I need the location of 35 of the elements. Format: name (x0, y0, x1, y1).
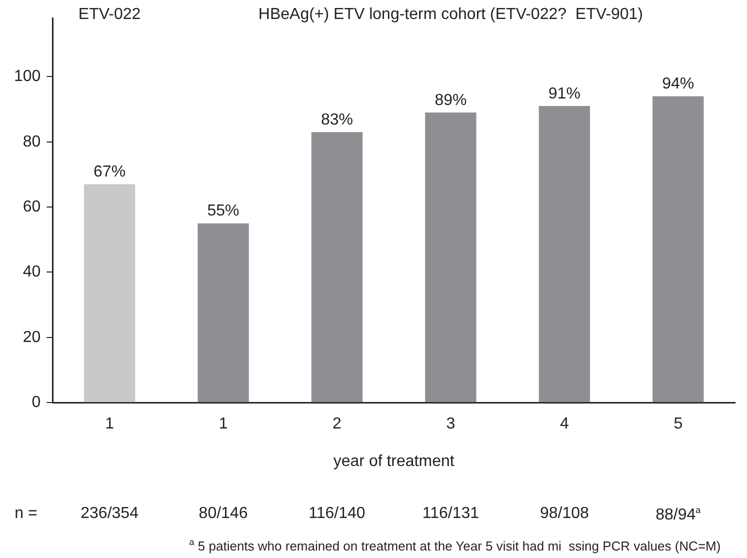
data-label: 55% (207, 202, 240, 220)
bar (425, 112, 476, 402)
text: 236/354 (80, 505, 138, 523)
x-tick-label: 4 (560, 416, 569, 433)
x-tick-label: 1 (105, 416, 114, 433)
bar (198, 223, 249, 402)
annotation: HBeAg(+) ETV long-term cohort (ETV-022? ETV-901) (258, 6, 644, 24)
data-label: 83% (320, 111, 354, 128)
y-tick-label: 60 (22, 198, 41, 216)
data-label: 94% (662, 76, 694, 93)
text: n = (14, 505, 38, 523)
y-tick-label: 0 (32, 394, 41, 412)
text: 98/108 (540, 505, 589, 523)
bar (311, 132, 363, 402)
data-label: 91% (548, 85, 580, 102)
y-tick-label: 100 (14, 68, 41, 86)
y-tick-label: 40 (22, 264, 41, 281)
x-tick-label: 1 (218, 416, 228, 433)
x-tick-label: 2 (332, 416, 342, 433)
text: $^{a}$ 5 patients who remained on treatment at the Year 5 visit had mi ssing PCR values (NC=M) (189, 537, 721, 554)
x-axis-title: year of treatment (333, 452, 455, 470)
annotation: ETV-022 (78, 6, 141, 24)
x-tick-label: 5 (674, 416, 683, 433)
text: 116/131 (422, 505, 480, 523)
text: 88/94$^{a}$ (656, 505, 701, 524)
bar (652, 96, 704, 402)
text: 116/140 (308, 505, 366, 523)
bar (538, 106, 590, 402)
y-tick-label: 20 (22, 328, 41, 346)
x-tick-label: 3 (446, 416, 456, 433)
data-label: 89% (434, 92, 467, 109)
data-label: 67% (94, 164, 126, 181)
bar (84, 184, 136, 402)
text: 80/146 (198, 505, 248, 523)
y-tick-label: 80 (22, 133, 41, 150)
